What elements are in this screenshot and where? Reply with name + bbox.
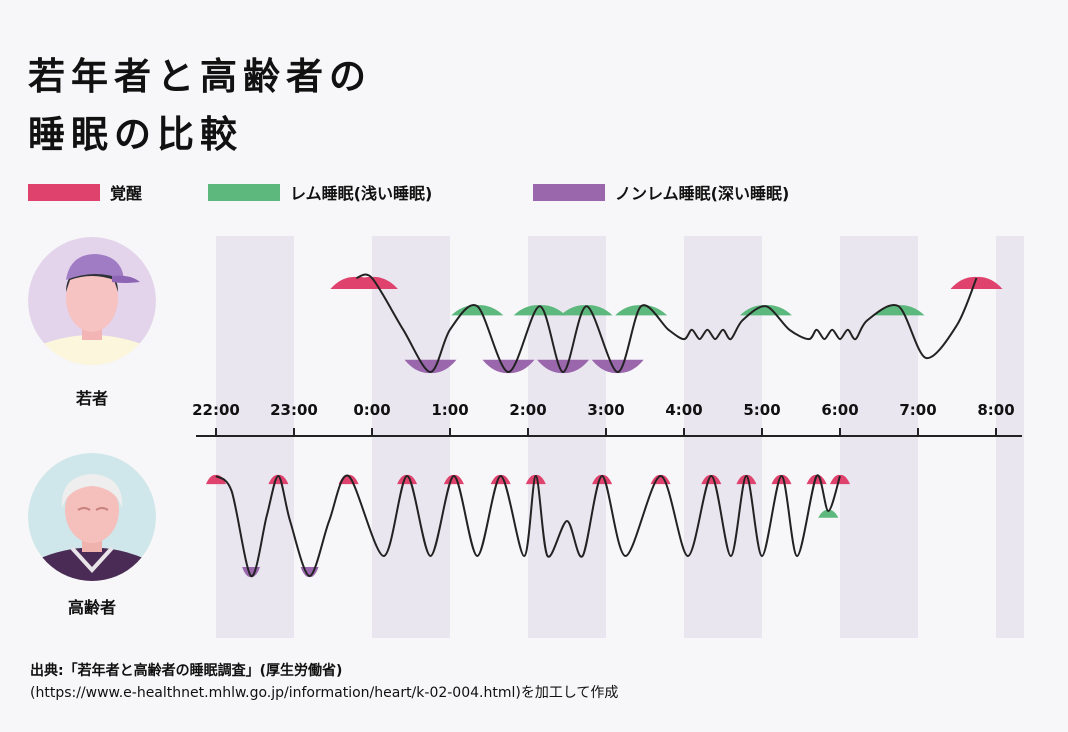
stage-non-rem-mark: [537, 359, 590, 374]
stage-awake-mark: [592, 474, 613, 485]
young-person-label: 若者: [75, 389, 108, 408]
stage-awake-mark: [490, 474, 511, 485]
legend-swatch-rem: [208, 183, 280, 201]
stage-awake-mark: [268, 474, 289, 485]
stage-awake-mark: [950, 276, 1003, 289]
stage-rem-mark: [818, 509, 839, 518]
young-person-avatar: [28, 237, 156, 365]
legend-item-rem: レム睡眠(浅い睡眠): [208, 180, 432, 204]
sleep-curve: [215, 474, 841, 578]
tick-label: 7:00: [899, 401, 936, 419]
stage-awake-mark: [346, 276, 398, 289]
stage-awake-mark: [771, 474, 792, 485]
stage-non-rem-mark: [404, 359, 457, 374]
source-line-2: (https://www.e-healthnet.mhlw.go.jp/info…: [30, 685, 619, 701]
tick-label: 23:00: [270, 401, 318, 419]
tick-label: 8:00: [977, 401, 1014, 419]
stage-awake-mark: [443, 474, 464, 485]
tick-label: 6:00: [821, 401, 858, 419]
stage-awake-mark: [701, 474, 722, 485]
stage-non-rem-mark: [482, 359, 535, 374]
tick-label: 22:00: [192, 401, 240, 419]
chart-title: 若年者と高齢者の 睡眠の比較: [28, 48, 548, 164]
legend-item-non-rem: ノンレム睡眠(深い睡眠): [533, 180, 789, 204]
series-young: [330, 273, 1003, 374]
stage-rem-mark: [451, 305, 504, 316]
elderly-person-label: 高齢者: [67, 598, 116, 617]
stage-rem-mark: [513, 305, 566, 316]
legend-label-awake: 覚醒: [110, 184, 143, 203]
elderly-person-avatar: [28, 453, 156, 581]
tick-label: 3:00: [587, 401, 624, 419]
stage-awake-mark: [397, 474, 418, 485]
source-note: 出典:「若年者と高齢者の睡眠調査」(厚生労働省) (https://www.e-…: [30, 660, 1030, 704]
tick-label: 4:00: [665, 401, 702, 419]
legend-swatch-non-rem: [533, 183, 605, 201]
time-axis: 22:00 23:00 0:00 1:00 2:00 3:00 4:00 5:00 6:00 7:…: [192, 401, 1022, 437]
stage-rem-mark: [739, 305, 792, 316]
stage-rem-mark: [560, 305, 613, 316]
stage-non-rem-mark: [591, 359, 644, 374]
tick-label: 2:00: [509, 401, 546, 419]
tick-label: 1:00: [431, 401, 468, 419]
source-line-1: 出典:「若年者と高齢者の睡眠調査」(厚生労働省): [30, 663, 343, 679]
legend-label-rem: レム睡眠(浅い睡眠): [290, 184, 433, 203]
stage-awake-mark: [736, 474, 757, 485]
series-elderly: [206, 474, 850, 578]
tick-label: 5:00: [743, 401, 780, 419]
title-line-1: 若年者と高齢者の: [28, 55, 372, 98]
title-line-2: 睡眠の比較: [28, 113, 243, 156]
legend-swatch-awake: [28, 183, 100, 201]
stage-awake-mark: [525, 474, 546, 485]
legend-label-non-rem: ノンレム睡眠(深い睡眠): [615, 184, 790, 203]
sleep-curve: [356, 273, 978, 374]
legend-item-awake: 覚醒: [28, 180, 142, 204]
tick-label: 0:00: [353, 401, 390, 419]
